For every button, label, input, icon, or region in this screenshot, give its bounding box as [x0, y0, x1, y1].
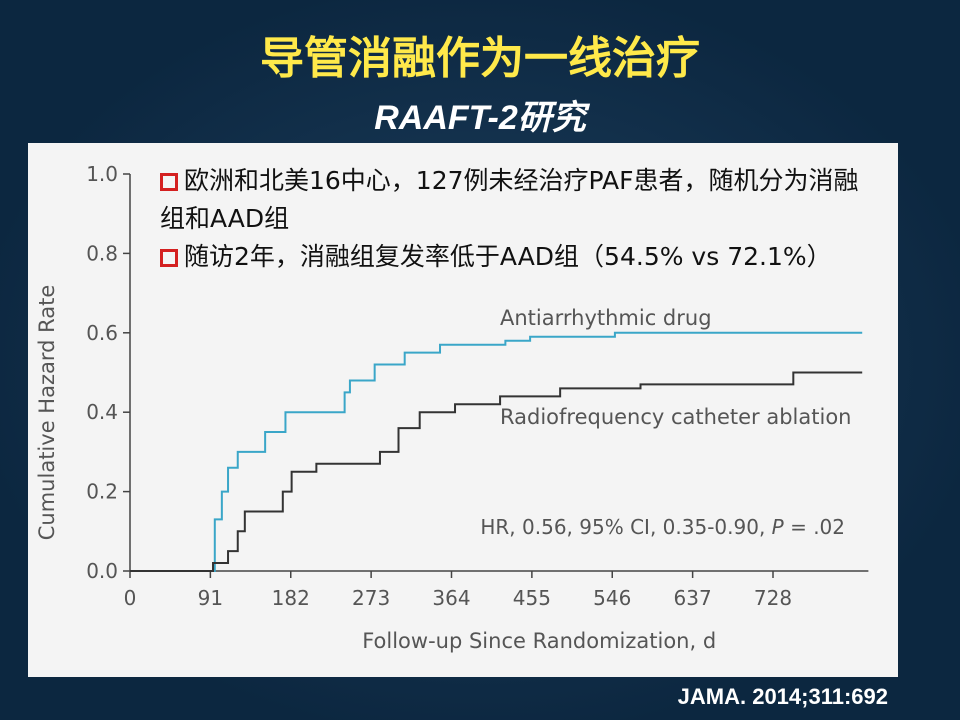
- y-axis-label: Cumulative Hazard Rate: [35, 285, 59, 541]
- x-tick-label: 273: [352, 586, 390, 610]
- x-tick-label: 728: [754, 586, 792, 610]
- y-tick-label: 0.0: [86, 559, 118, 583]
- slide-title: 导管消融作为一线治疗: [260, 33, 700, 84]
- annotation: HR, 0.56, 95% CI, 0.35-0.90, P = .02: [480, 515, 845, 539]
- x-tick-label: 0: [124, 586, 137, 610]
- annotation-part: HR, 0.56, 95% CI, 0.35-0.90,: [480, 515, 771, 539]
- y-tick-label: 0.8: [86, 241, 118, 265]
- x-tick-label: 546: [593, 586, 631, 610]
- bullet-text: 欧洲和北美16中心，127例未经治疗PAF患者，随机分为消融组和AAD组: [160, 166, 859, 233]
- annotation-part: = .02: [784, 515, 845, 539]
- y-tick-label: 1.0: [86, 162, 118, 186]
- chart-background: [28, 143, 898, 677]
- annotation-part: P: [772, 515, 785, 539]
- bullet: 欧洲和北美16中心，127例未经治疗PAF患者，随机分为消融组和AAD组: [160, 162, 880, 238]
- x-tick-label: 455: [513, 586, 551, 610]
- bullet-list: 欧洲和北美16中心，127例未经治疗PAF患者，随机分为消融组和AAD组 随访2…: [160, 162, 880, 276]
- bullet-text: 随访2年，消融组复发率低于AAD组（54.5% vs 72.1%）: [184, 242, 832, 271]
- citation: JAMA. 2014;311:692: [677, 684, 888, 709]
- slide-subtitle: RAAFT-2研究: [374, 99, 586, 137]
- series-label: Antiarrhythmic drug: [500, 306, 712, 330]
- y-tick-label: 0.4: [86, 400, 118, 424]
- step-line: [130, 331, 863, 572]
- x-tick-label: 182: [272, 586, 310, 610]
- x-tick-label: 637: [674, 586, 712, 610]
- chart: 0.0 0.2 0.4 0.6 0.8 1.0 0 91 182 273 364 455 546 637 7…: [28, 143, 898, 677]
- x-tick-label: 364: [432, 586, 470, 610]
- x-axis-label: Follow-up Since Randomization, d: [362, 629, 716, 653]
- y-tick-label: 0.6: [86, 321, 118, 345]
- series-label: Radiofrequency catheter ablation: [500, 405, 851, 429]
- y-tick-label: 0.2: [86, 480, 118, 504]
- bullet: 随访2年，消融组复发率低于AAD组（54.5% vs 72.1%）: [160, 238, 880, 276]
- step-line: [130, 371, 863, 572]
- x-tick-label: 91: [198, 586, 223, 610]
